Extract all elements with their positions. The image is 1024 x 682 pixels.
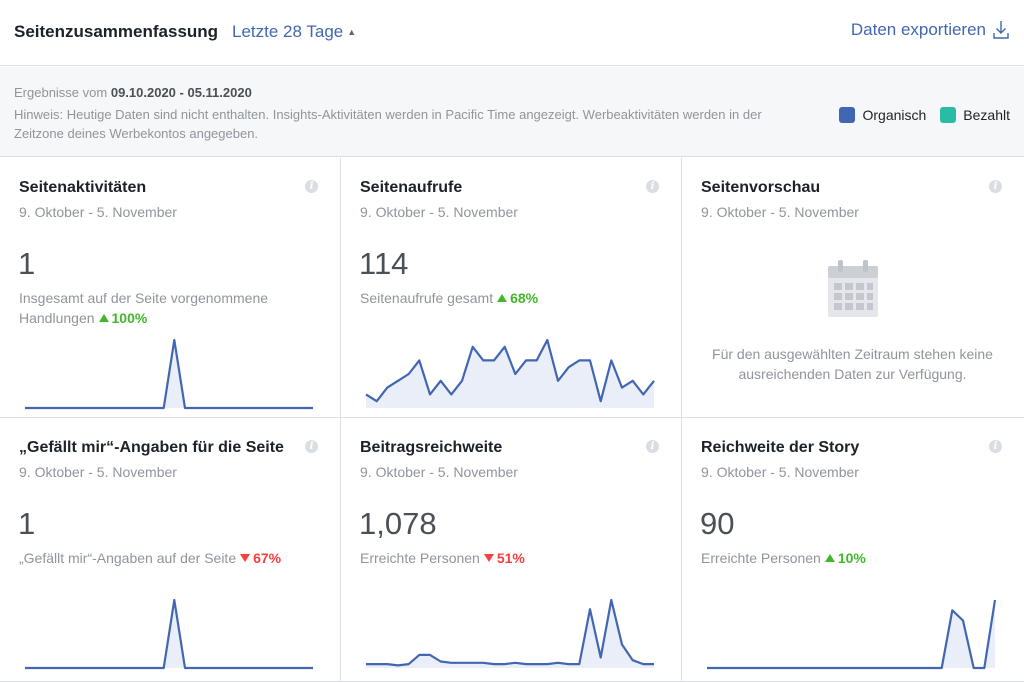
- change-value: 68%: [510, 290, 539, 306]
- card-date: 9. Oktober - 5. November: [360, 204, 518, 220]
- calendar-icon: [828, 260, 878, 317]
- card-date: 9. Oktober - 5. November: [19, 204, 177, 220]
- card-title: Seitenvorschau: [701, 179, 821, 196]
- card-title: Reichweite der Story: [701, 439, 860, 456]
- sparkline-area: [366, 600, 654, 668]
- legend: Organisch Bezahlt: [825, 107, 1010, 123]
- change-badge: 68%: [493, 290, 538, 306]
- arrow-down-icon: [483, 554, 494, 562]
- info-icon[interactable]: i: [989, 180, 1002, 193]
- card-page-likes[interactable]: „Gefällt mir“-Angaben für die Seite i 9.…: [0, 418, 341, 682]
- info-icon[interactable]: i: [305, 180, 318, 193]
- arrow-up-icon: [824, 554, 835, 562]
- card-date: 9. Oktober - 5. November: [19, 464, 177, 480]
- legend-organic-label: Organisch: [862, 107, 927, 123]
- sparkline-line: [25, 338, 313, 410]
- export-data-link[interactable]: Daten exportieren: [851, 20, 1010, 40]
- hint-text: Hinweis: Heutige Daten sind nicht enthal…: [14, 107, 762, 141]
- legend-paid: Bezahlt: [940, 107, 1010, 123]
- legend-paid-label: Bezahlt: [963, 107, 1010, 123]
- page-header: Seitenzusammenfassung Letzte 28 Tage ▲︎ D…: [0, 0, 1024, 66]
- card-value: 1: [18, 506, 36, 541]
- card-title: Seitenaktivitäten: [19, 179, 147, 196]
- results-prefix: Ergebnisse vom: [14, 85, 108, 100]
- sparkline-line: [365, 338, 655, 403]
- change-badge: 100%: [95, 310, 148, 326]
- organic-swatch: [839, 107, 856, 123]
- info-icon[interactable]: i: [989, 440, 1002, 453]
- arrow-down-icon: [240, 554, 251, 562]
- info-icon[interactable]: i: [646, 180, 659, 193]
- card-date: 9. Oktober - 5. November: [701, 204, 859, 220]
- card-description: Seitenaufrufe gesamt 68%: [360, 288, 650, 308]
- date-range-dropdown[interactable]: Letzte 28 Tage ▲︎: [232, 22, 356, 42]
- card-desc-text: Insgesamt auf der Seite vorgenommene Han…: [19, 290, 269, 326]
- sparkline-chart: [365, 338, 655, 408]
- card-title: „Gefällt mir“-Angaben für die Seite: [19, 439, 284, 456]
- card-description: „Gefällt mir“-Angaben auf der Seite 67%: [19, 548, 309, 568]
- sparkline-chart: [25, 338, 313, 410]
- export-data-label: Daten exportieren: [850, 20, 986, 39]
- change-badge: 10%: [821, 550, 866, 566]
- card-title: Beitragsreichweite: [360, 439, 503, 456]
- paid-swatch: [940, 107, 957, 123]
- card-date: 9. Oktober - 5. November: [360, 464, 518, 480]
- card-title: Seitenaufrufe: [360, 179, 463, 196]
- summary-grid: Seitenaktivitäten i 9. Oktober - 5. Nove…: [0, 158, 1024, 682]
- info-bar: Ergebnisse vom 09.10.2020 - 05.11.2020 H…: [0, 67, 1024, 157]
- page-title: Seitenzusammenfassung: [14, 22, 219, 41]
- card-story-reach[interactable]: Reichweite der Story i 9. Oktober - 5. N…: [682, 418, 1024, 682]
- sort-arrows-icon: ▲︎: [347, 27, 357, 37]
- empty-message: Für den ausgewählten Zeitraum stehen kei…: [712, 346, 993, 382]
- card-value: 90: [700, 506, 735, 541]
- card-desc-text: Seitenaufrufe gesamt: [360, 290, 494, 306]
- card-post-reach[interactable]: Beitragsreichweite i 9. Oktober - 5. Nov…: [341, 418, 682, 682]
- arrow-up-icon: [98, 314, 109, 322]
- card-desc-text: „Gefällt mir“-Angaben auf der Seite: [19, 550, 237, 566]
- date-range-label: Letzte 28 Tage: [232, 22, 344, 41]
- card-desc-text: Erreichte Personen: [701, 550, 821, 566]
- change-value: 67%: [253, 550, 282, 566]
- arrow-up-icon: [497, 294, 508, 302]
- sparkline-area: [707, 600, 995, 668]
- sparkline-line: [707, 599, 997, 670]
- change-value: 10%: [837, 550, 866, 566]
- sparkline-chart: [366, 598, 654, 668]
- results-range: 09.10.2020 - 05.11.2020: [110, 85, 252, 100]
- card-description: Erreichte Personen 51%: [360, 548, 650, 568]
- card-value: 1: [18, 246, 36, 281]
- card-value: 114: [359, 246, 409, 281]
- info-icon[interactable]: i: [305, 440, 318, 453]
- download-icon: [993, 21, 1009, 39]
- sparkline-area: [366, 340, 654, 408]
- card-description: Erreichte Personen 10%: [701, 548, 991, 568]
- info-icon[interactable]: i: [646, 440, 659, 453]
- legend-organic: Organisch: [839, 107, 926, 123]
- card-page-preview[interactable]: Seitenvorschau i 9. Oktober - 5. Novembe…: [682, 158, 1024, 418]
- change-badge: 51%: [480, 550, 525, 566]
- card-page-views[interactable]: Seitenaufrufe i 9. Oktober - 5. November…: [341, 158, 682, 418]
- change-value: 100%: [111, 310, 148, 326]
- change-badge: 67%: [236, 550, 281, 566]
- card-value: 1,078: [359, 506, 437, 541]
- sparkline-chart: [25, 598, 313, 670]
- card-desc-text: Erreichte Personen: [360, 550, 480, 566]
- sparkline-chart: [707, 599, 997, 670]
- results-range-text: Ergebnisse vom 09.10.2020 - 05.11.2020: [14, 85, 252, 100]
- sparkline-line: [25, 598, 313, 670]
- change-value: 51%: [496, 550, 525, 566]
- card-description: Insgesamt auf der Seite vorgenommene Han…: [19, 288, 309, 328]
- card-date: 9. Oktober - 5. November: [701, 464, 859, 480]
- card-page-actions[interactable]: Seitenaktivitäten i 9. Oktober - 5. Nove…: [0, 158, 341, 418]
- sparkline-line: [366, 598, 654, 667]
